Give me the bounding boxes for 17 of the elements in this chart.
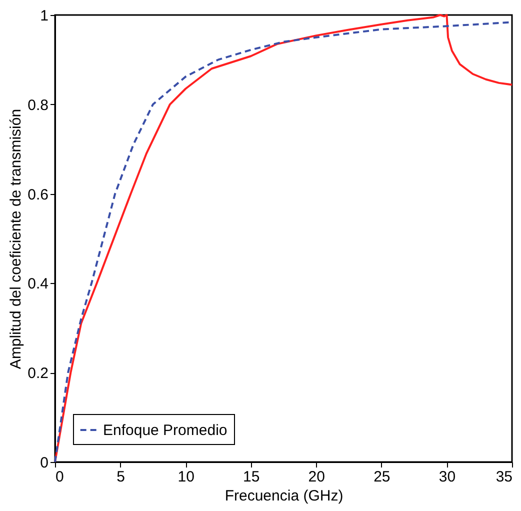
y-tick-label: 1 <box>40 8 48 24</box>
y-tick-label: 0.8 <box>28 96 48 114</box>
y-tick-label: 0.2 <box>28 365 48 382</box>
x-axis-title: Frecuencia (GHz) <box>224 488 344 504</box>
x-tick-label: 20 <box>308 468 325 486</box>
x-tick-label: 10 <box>178 468 194 486</box>
x-tick-label: 25 <box>374 468 390 486</box>
y-tick-label: 0.6 <box>28 186 48 204</box>
x-tick-label: 35 <box>496 468 512 486</box>
y-tick-label: 0.4 <box>28 276 48 293</box>
x-tick-label: 30 <box>438 468 456 486</box>
y-axis-title: Amplitud del coeficiente de transmisión <box>8 108 25 370</box>
y-tick-label: 0 <box>40 454 48 472</box>
legend-label: Enfoque Promedio <box>103 422 228 439</box>
x-tick-label: 5 <box>116 468 125 486</box>
x-tick-label: 15 <box>243 468 260 486</box>
x-tick-label: 0 <box>56 468 64 486</box>
